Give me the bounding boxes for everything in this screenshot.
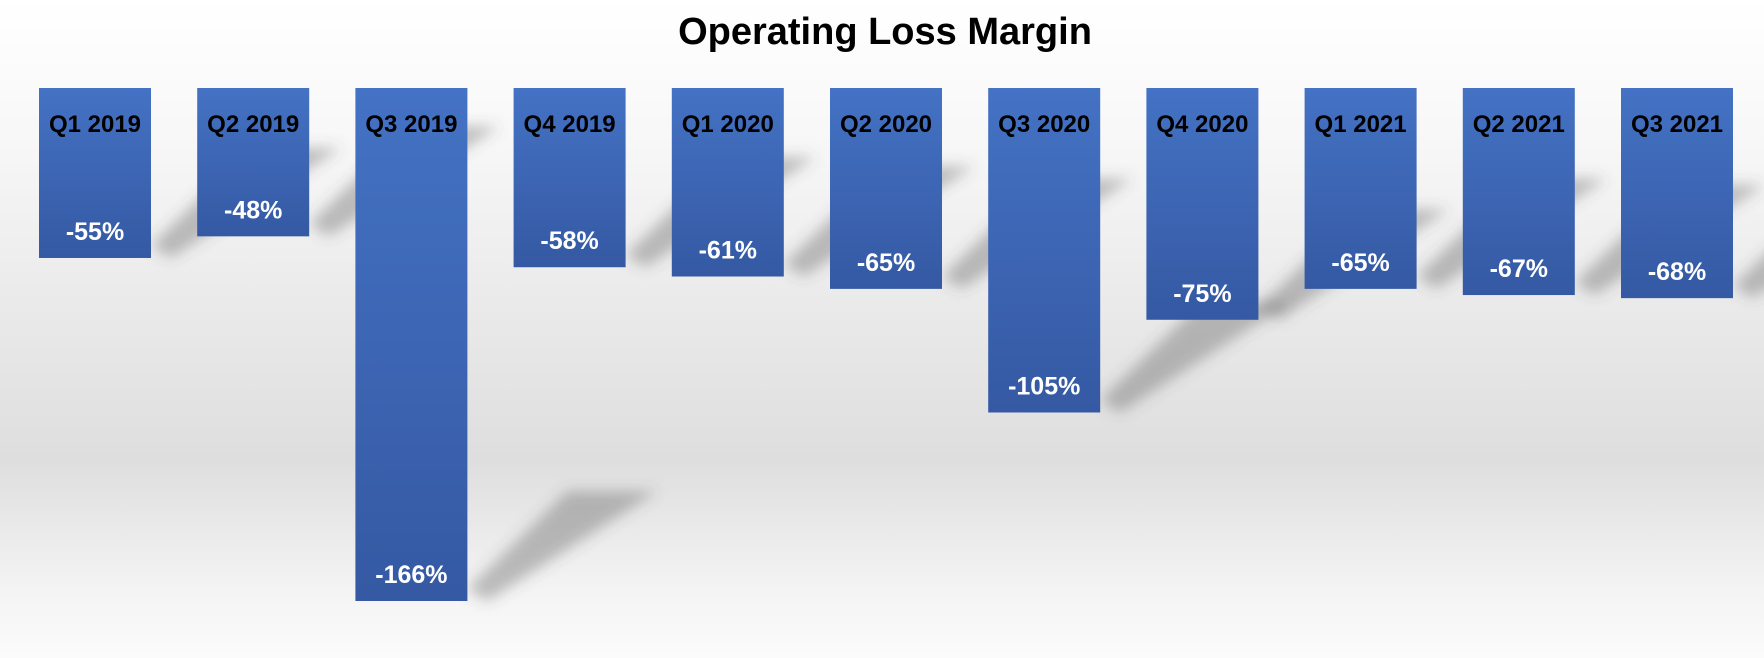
category-label: Q2 2020 <box>840 111 932 138</box>
value-label: -48% <box>224 196 282 224</box>
bar-q1-2020 <box>671 88 784 277</box>
category-label: Q2 2021 <box>1473 111 1565 138</box>
value-label: -68% <box>1648 258 1706 286</box>
value-label: -105% <box>1008 372 1080 400</box>
bar-q1-2021 <box>1304 88 1417 289</box>
value-label: -65% <box>857 249 915 277</box>
category-label: Q3 2021 <box>1631 111 1723 138</box>
bar-q4-2019 <box>513 88 626 268</box>
bar-q2-2019 <box>197 88 310 237</box>
category-label: Q3 2019 <box>365 111 457 138</box>
bar-q2-2020 <box>830 88 942 289</box>
bar-shadow <box>467 491 658 601</box>
category-label: Q4 2020 <box>1156 111 1248 138</box>
category-label: Q4 2019 <box>524 111 616 138</box>
category-label: Q1 2019 <box>49 111 141 138</box>
bar-shadow <box>1733 255 1764 299</box>
value-label: -75% <box>1173 280 1231 308</box>
bar-q3-2021 <box>1621 88 1733 299</box>
bars-group: Q1 2019 -55% Q2 2019 -48% Q3 2019 -166% Q4 201… <box>39 88 1733 601</box>
bar-q1-2019 <box>39 88 151 258</box>
bar-q2-2021 <box>1462 88 1575 296</box>
bar-q3-2020 <box>988 88 1101 413</box>
category-label: Q1 2021 <box>1315 111 1407 138</box>
category-label: Q1 2020 <box>682 111 774 138</box>
bar-q3-2019 <box>355 88 468 601</box>
value-label: -61% <box>699 237 757 265</box>
chart-title: Operating Loss Margin <box>678 11 1092 53</box>
bar-q4-2020 <box>1146 88 1259 320</box>
value-label: -166% <box>375 561 447 589</box>
value-label: -67% <box>1490 255 1548 283</box>
category-label: Q3 2020 <box>998 111 1090 138</box>
value-label: -55% <box>66 218 124 246</box>
bar-shadow <box>1100 302 1291 413</box>
category-label: Q2 2019 <box>207 111 299 138</box>
value-label: -65% <box>1331 249 1389 277</box>
value-label: -58% <box>540 227 598 255</box>
